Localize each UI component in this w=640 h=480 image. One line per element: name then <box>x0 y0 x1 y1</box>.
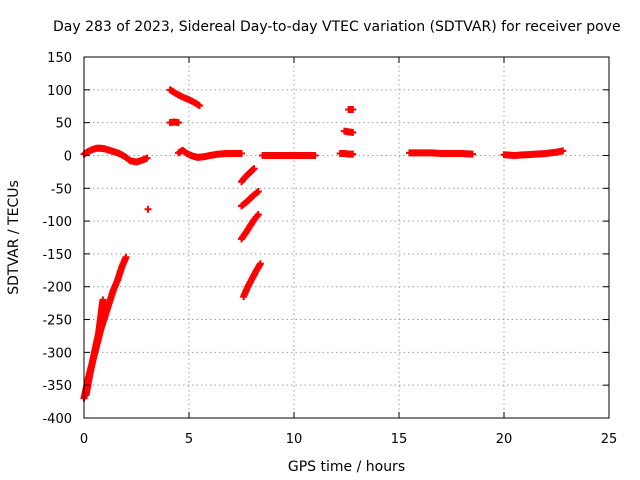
data-point <box>349 150 357 158</box>
data-point <box>469 150 476 158</box>
y-axis-label: SDTVAR / TECUs <box>6 180 22 295</box>
data-point <box>311 151 319 159</box>
x-tick-label: 10 <box>286 432 303 447</box>
data-point <box>175 119 182 127</box>
x-tick-label: 20 <box>496 432 513 447</box>
data-point <box>196 102 203 110</box>
y-tick-label: -250 <box>42 314 72 329</box>
data-point <box>143 154 151 162</box>
tick-labels: 0 5 10 15 20 25 -400 -350 -300 -250 -200 -150 -100 -5… <box>42 51 617 447</box>
x-tick-label: 5 <box>185 432 193 447</box>
data-point <box>253 212 261 220</box>
data-point <box>122 253 130 261</box>
grid-lines <box>84 57 609 418</box>
y-tick-label: -100 <box>42 215 72 230</box>
data-point <box>99 296 107 304</box>
chart-title: Day 283 of 2023, Sidereal Day-to-day VTE… <box>53 19 621 35</box>
y-tick-label: -200 <box>42 281 72 296</box>
data-point <box>144 205 152 213</box>
y-tick-label: -400 <box>42 412 72 427</box>
data-point <box>254 211 262 219</box>
y-tick-label: -50 <box>51 182 72 197</box>
y-tick-label: 100 <box>47 84 72 99</box>
y-tick-label: 50 <box>55 117 72 132</box>
data-point <box>250 165 258 173</box>
x-axis-label: GPS time / hours <box>288 459 405 475</box>
x-tick-label: 0 <box>80 432 88 447</box>
x-tick-label: 25 <box>601 432 618 447</box>
y-tick-label: -350 <box>42 379 72 394</box>
data-points <box>80 86 567 402</box>
y-tick-label: 150 <box>47 51 72 66</box>
y-tick-label: -150 <box>42 248 72 263</box>
y-tick-label: 0 <box>64 149 72 164</box>
y-tick-label: -300 <box>42 346 72 361</box>
data-point <box>256 260 264 268</box>
data-point <box>349 128 357 136</box>
data-point <box>559 147 567 155</box>
data-point <box>238 149 245 157</box>
data-point <box>349 106 357 114</box>
x-tick-label: 15 <box>391 432 408 447</box>
data-point <box>254 188 262 196</box>
plot-frame <box>83 56 610 419</box>
axis-ticks <box>83 56 610 419</box>
